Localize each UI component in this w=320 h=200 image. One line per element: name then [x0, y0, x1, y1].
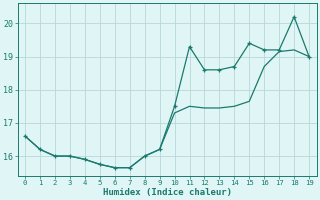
X-axis label: Humidex (Indice chaleur): Humidex (Indice chaleur) [103, 188, 232, 197]
